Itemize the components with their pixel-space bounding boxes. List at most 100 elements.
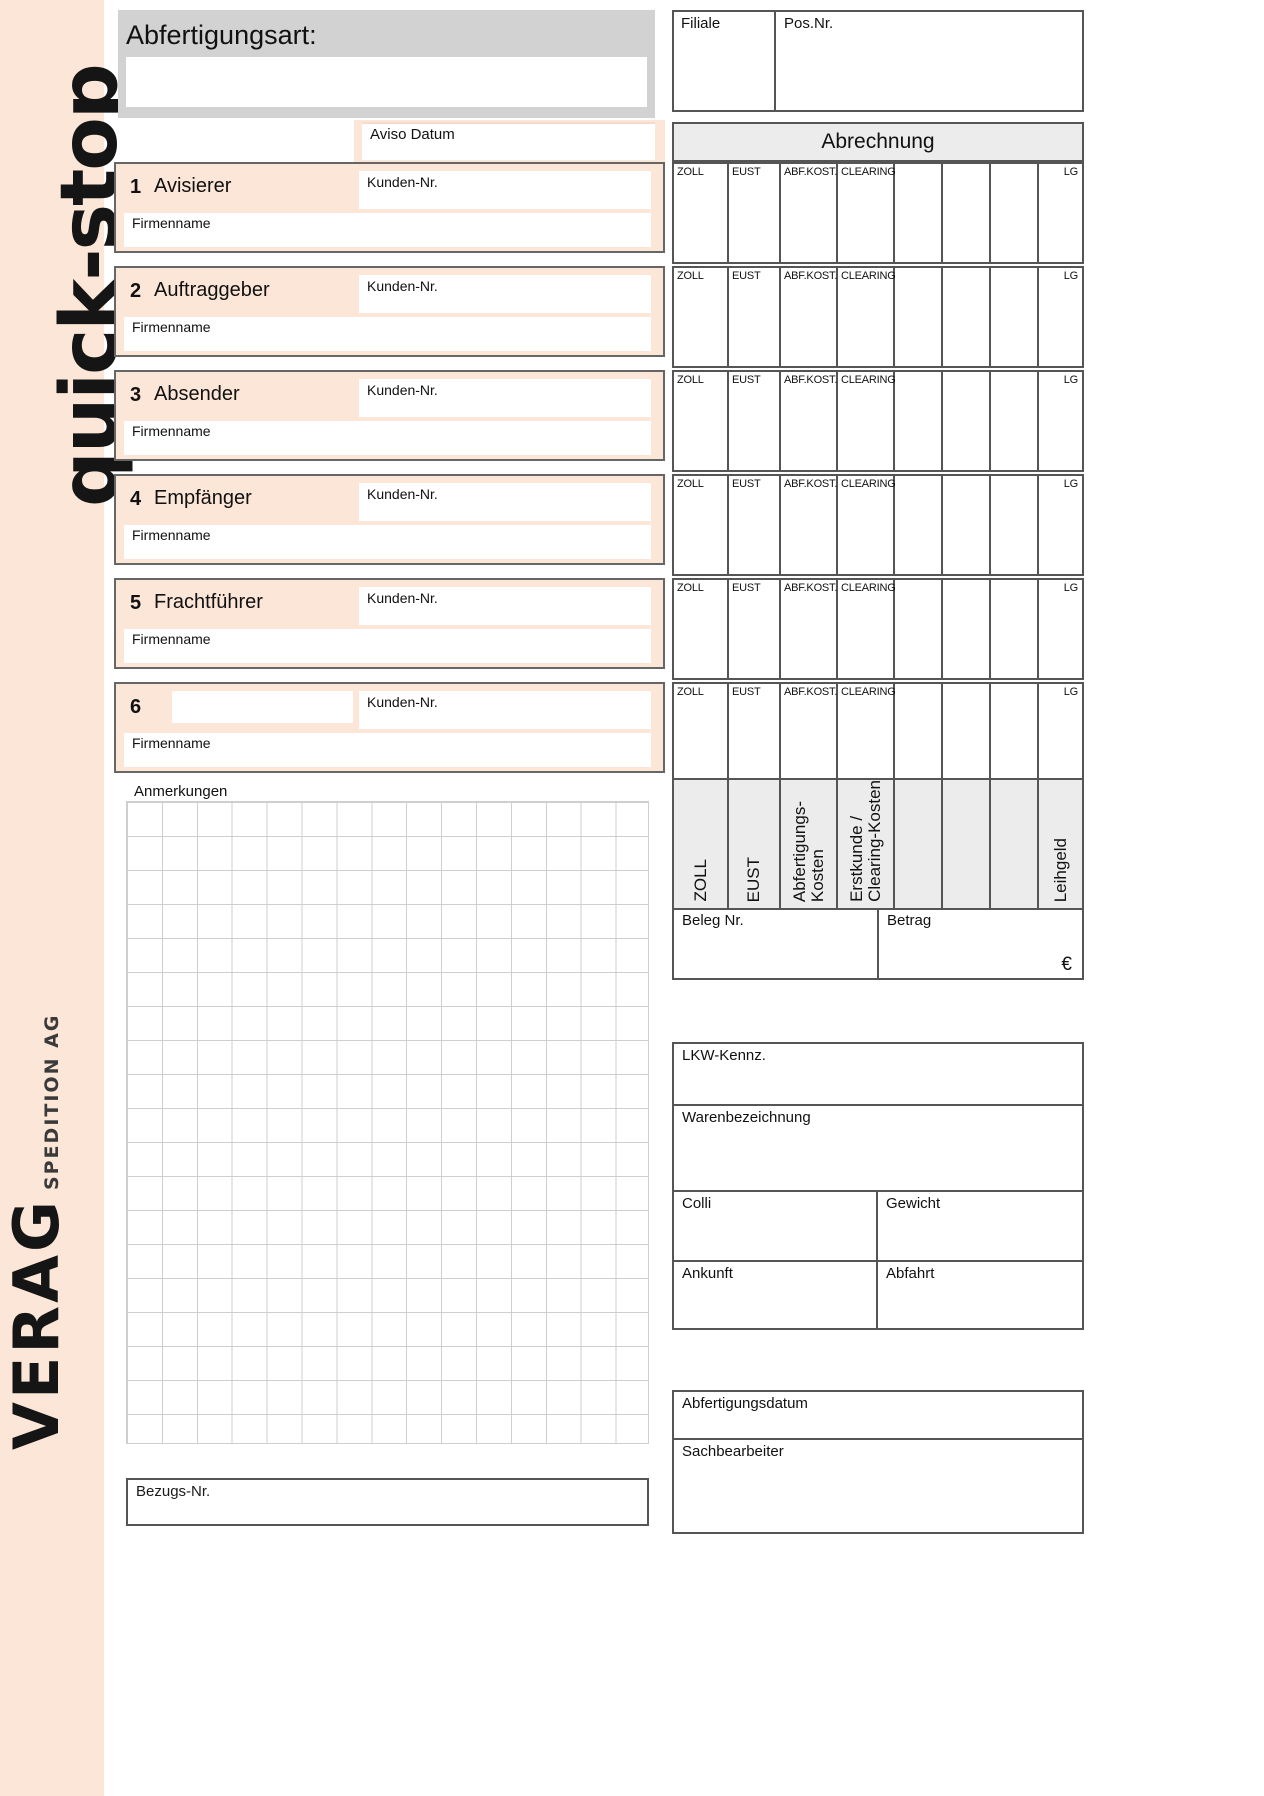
- abrechnung-cell-r4-c5[interactable]: [895, 476, 943, 574]
- kunden-nr-label-2: Kunden-Nr.: [367, 278, 438, 294]
- abrechnung-cell-r3-c7[interactable]: [991, 372, 1039, 470]
- totals-cell-7: [991, 780, 1039, 908]
- totals-vertical-label-2: EUST: [744, 856, 764, 902]
- kunden-nr-field-1[interactable]: Kunden-Nr.: [359, 171, 651, 209]
- abfahrt-label: Abfahrt: [886, 1265, 935, 1282]
- abrechnung-cell-r3-c3[interactable]: ABF.KOST.: [781, 372, 838, 470]
- abrechnung-col-label-3: ABF.KOST.: [784, 374, 838, 386]
- betrag-cell[interactable]: Betrag €: [879, 910, 1082, 978]
- party-name-input-6[interactable]: [172, 691, 353, 723]
- abrechnung-cell-r1-c4[interactable]: CLEARING: [838, 164, 896, 262]
- warenbezeichnung-field[interactable]: Warenbezeichnung: [674, 1106, 1082, 1190]
- abrechnung-cell-r2-c2[interactable]: EUST: [729, 268, 781, 366]
- abfertigungsart-input[interactable]: [126, 57, 647, 107]
- kunden-nr-field-5[interactable]: Kunden-Nr.: [359, 587, 651, 625]
- ankunft-field[interactable]: Ankunft: [674, 1262, 876, 1328]
- abrechnung-cell-r4-c2[interactable]: EUST: [729, 476, 781, 574]
- kunden-nr-field-2[interactable]: Kunden-Nr.: [359, 275, 651, 313]
- shipment-divider-3: [674, 1260, 1082, 1262]
- firmenname-field-6[interactable]: Firmenname: [124, 733, 651, 767]
- abrechnung-row-2: ZOLL EUST ABF.KOST. CLEARING LG: [672, 266, 1084, 368]
- abrechnung-cell-r1-c8[interactable]: LG: [1039, 164, 1082, 262]
- abrechnung-cell-r6-c5[interactable]: [895, 684, 943, 782]
- abrechnung-col-label-3: ABF.KOST.: [784, 270, 838, 282]
- abrechnung-cell-r5-c8[interactable]: LG: [1039, 580, 1082, 678]
- abrechnung-cell-r5-c5[interactable]: [895, 580, 943, 678]
- anmerkungen-grid[interactable]: [126, 801, 649, 1444]
- abrechnung-cell-r5-c4[interactable]: CLEARING: [838, 580, 896, 678]
- abrechnung-cell-r2-c4[interactable]: CLEARING: [838, 268, 896, 366]
- abrechnung-cell-r5-c6[interactable]: [943, 580, 991, 678]
- abrechnung-cell-r1-c3[interactable]: ABF.KOST.: [781, 164, 838, 262]
- abrechnung-cell-r5-c2[interactable]: EUST: [729, 580, 781, 678]
- sachbearbeiter-field[interactable]: Sachbearbeiter: [674, 1440, 1082, 1532]
- abrechnung-cell-r4-c6[interactable]: [943, 476, 991, 574]
- abrechnung-cell-r5-c7[interactable]: [991, 580, 1039, 678]
- lkw-kennz-label: LKW-Kennz.: [682, 1047, 766, 1064]
- abrechnung-cell-r4-c1[interactable]: ZOLL: [674, 476, 729, 574]
- abrechnung-cell-r1-c7[interactable]: [991, 164, 1039, 262]
- aviso-datum-label: Aviso Datum: [370, 126, 455, 143]
- kunden-nr-field-4[interactable]: Kunden-Nr.: [359, 483, 651, 521]
- aviso-datum-box[interactable]: Aviso Datum: [362, 122, 655, 160]
- abrechnung-cell-r6-c3[interactable]: ABF.KOST.: [781, 684, 838, 782]
- abrechnung-cell-r3-c1[interactable]: ZOLL: [674, 372, 729, 470]
- party-name-4: Empfänger: [154, 487, 252, 509]
- verag-logo-subtext: SPEDITION AG: [41, 1013, 63, 1191]
- shipment-divider-1: [674, 1104, 1082, 1106]
- abrechnung-cell-r4-c4[interactable]: CLEARING: [838, 476, 896, 574]
- abrechnung-cell-r5-c3[interactable]: ABF.KOST.: [781, 580, 838, 678]
- abrechnung-cell-r3-c5[interactable]: [895, 372, 943, 470]
- abrechnung-cell-r2-c8[interactable]: LG: [1039, 268, 1082, 366]
- kunden-nr-field-6[interactable]: Kunden-Nr.: [359, 691, 651, 729]
- abrechnung-cell-r2-c1[interactable]: ZOLL: [674, 268, 729, 366]
- abrechnung-cell-r2-c3[interactable]: ABF.KOST.: [781, 268, 838, 366]
- firmenname-field-3[interactable]: Firmenname: [124, 421, 651, 455]
- abrechnung-cell-r3-c2[interactable]: EUST: [729, 372, 781, 470]
- abrechnung-cell-r2-c7[interactable]: [991, 268, 1039, 366]
- abrechnung-col-label-2: EUST: [732, 166, 761, 178]
- firmenname-field-4[interactable]: Firmenname: [124, 525, 651, 559]
- posnr-input[interactable]: [778, 34, 1080, 106]
- lkw-kennz-field[interactable]: LKW-Kennz.: [674, 1044, 1082, 1104]
- abrechnung-cell-r3-c8[interactable]: LG: [1039, 372, 1082, 470]
- abrechnung-cell-r1-c1[interactable]: ZOLL: [674, 164, 729, 262]
- abrechnung-cell-r2-c6[interactable]: [943, 268, 991, 366]
- abfahrt-field[interactable]: Abfahrt: [878, 1262, 1082, 1328]
- abrechnung-row-6: ZOLL EUST ABF.KOST. CLEARING LG: [672, 682, 1084, 784]
- abrechnung-cell-r4-c8[interactable]: LG: [1039, 476, 1082, 574]
- colli-field[interactable]: Colli: [674, 1192, 876, 1260]
- firmenname-field-2[interactable]: Firmenname: [124, 317, 651, 351]
- kunden-nr-label-6: Kunden-Nr.: [367, 694, 438, 710]
- abrechnung-cell-r6-c6[interactable]: [943, 684, 991, 782]
- firmenname-field-1[interactable]: Firmenname: [124, 213, 651, 247]
- abrechnung-col-label-4: CLEARING: [841, 166, 896, 178]
- beleg-nr-cell[interactable]: Beleg Nr.: [674, 910, 879, 978]
- abrechnung-cell-r4-c7[interactable]: [991, 476, 1039, 574]
- filiale-input[interactable]: [676, 34, 770, 106]
- abrechnung-cell-r2-c5[interactable]: [895, 268, 943, 366]
- abrechnung-cell-r6-c7[interactable]: [991, 684, 1039, 782]
- abrechnung-col-label-2: EUST: [732, 270, 761, 282]
- abrechnung-cell-r6-c1[interactable]: ZOLL: [674, 684, 729, 782]
- abrechnung-cell-r6-c4[interactable]: CLEARING: [838, 684, 896, 782]
- sachbearbeiter-label: Sachbearbeiter: [682, 1443, 784, 1460]
- verag-logo: VERAG SPEDITION AG: [0, 1014, 104, 1450]
- abrechnung-cell-r3-c6[interactable]: [943, 372, 991, 470]
- abrechnung-cell-r5-c1[interactable]: ZOLL: [674, 580, 729, 678]
- abrechnung-cell-r1-c5[interactable]: [895, 164, 943, 262]
- party-row-5: 5 Frachtführer Kunden-Nr. Firmenname: [114, 578, 665, 669]
- abrechnung-cell-r3-c4[interactable]: CLEARING: [838, 372, 896, 470]
- abrechnung-cell-r1-c6[interactable]: [943, 164, 991, 262]
- abrechnung-cell-r4-c3[interactable]: ABF.KOST.: [781, 476, 838, 574]
- abfertigungsdatum-field[interactable]: Abfertigungsdatum: [674, 1392, 1082, 1438]
- firmenname-field-5[interactable]: Firmenname: [124, 629, 651, 663]
- party-name-3: Absender: [154, 383, 240, 405]
- abrechnung-cell-r1-c2[interactable]: EUST: [729, 164, 781, 262]
- abrechnung-cell-r6-c8[interactable]: LG: [1039, 684, 1082, 782]
- abrechnung-cell-r6-c2[interactable]: EUST: [729, 684, 781, 782]
- bezugs-nr-box[interactable]: Bezugs-Nr.: [126, 1478, 649, 1526]
- kunden-nr-field-3[interactable]: Kunden-Nr.: [359, 379, 651, 417]
- gewicht-field[interactable]: Gewicht: [878, 1192, 1082, 1260]
- abrechnung-col-label-4: CLEARING: [841, 582, 896, 594]
